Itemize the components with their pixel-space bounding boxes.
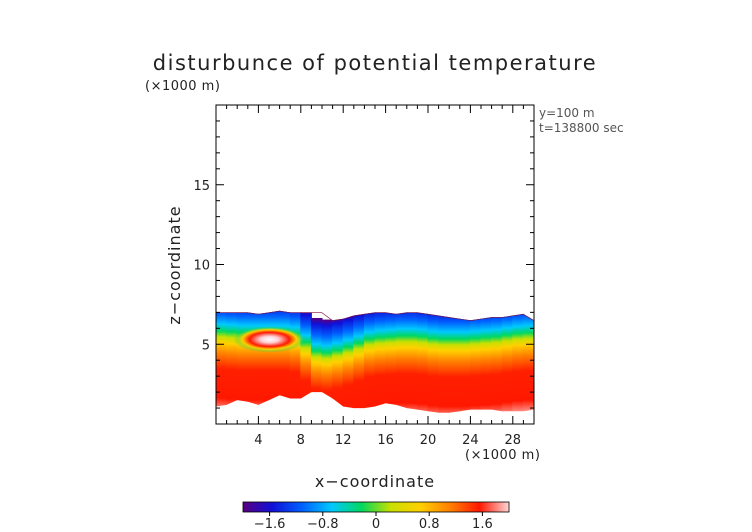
field-strip	[416, 310, 429, 413]
x-tick-label: 4	[254, 433, 262, 448]
field-strip	[512, 310, 524, 413]
colorbar-tick-label: 0.8	[419, 517, 440, 532]
y-tick-label: 15	[193, 179, 210, 194]
colorbar-tick-label: −1.6	[254, 517, 286, 532]
field-strip	[363, 310, 376, 413]
x-tick-label: 20	[420, 433, 437, 448]
field-strip	[300, 310, 312, 413]
y-tick-label: 10	[193, 259, 210, 274]
field-strip	[469, 310, 482, 413]
colorbar	[242, 501, 510, 513]
field-strip	[491, 310, 503, 413]
field-strip	[353, 310, 365, 413]
colorbar-ticks	[269, 512, 483, 516]
colorbar-tick-label: −0.8	[307, 517, 339, 532]
annotation-y: y=100 m	[539, 106, 595, 120]
field-strip	[216, 310, 228, 413]
field-strip	[459, 310, 471, 413]
field-strip	[321, 319, 334, 413]
field-strip	[310, 317, 323, 413]
colorbar-tick-labels: −1.6 −0.8 0 0.8 1.6	[254, 517, 493, 532]
x-tick-label: 8	[297, 433, 305, 448]
field-strip	[438, 310, 450, 413]
x-axis-label: x−coordinate	[315, 472, 435, 491]
y-axis-label: z−coordinate	[165, 205, 184, 324]
field-strip	[332, 317, 344, 413]
field-strip	[501, 310, 514, 413]
annotation-t: t=138800 sec	[539, 121, 624, 135]
field-strip	[406, 310, 418, 413]
field-strip	[385, 310, 397, 413]
field-strip	[226, 310, 238, 413]
field-strip	[448, 310, 461, 413]
chart-title: disturbunce of potential temperature	[153, 51, 597, 75]
field-strip	[395, 310, 408, 413]
field-strip	[247, 310, 259, 413]
x-tick-label: 24	[462, 433, 479, 448]
x-tick-label: 12	[335, 433, 352, 448]
layer-top-outline	[216, 310, 534, 321]
field-strip	[236, 310, 249, 413]
x-tick-label: 28	[505, 433, 522, 448]
axis-ticks	[216, 105, 534, 424]
field-strip	[522, 310, 534, 413]
field-strip	[279, 310, 291, 413]
y-tick-labels: 5 10 15	[193, 179, 210, 354]
x-tick-labels: 4 8 12 16 20 24 28	[254, 433, 521, 448]
field-strip	[480, 310, 493, 413]
field-strip	[268, 310, 281, 413]
temperature-field	[216, 310, 534, 413]
y-tick-label: 5	[202, 338, 210, 353]
field-strip	[289, 310, 302, 413]
field-strip	[257, 310, 270, 413]
x-tick-label: 16	[377, 433, 394, 448]
field-strip	[374, 310, 387, 413]
colorbar-tick-label: 1.6	[472, 517, 493, 532]
field-strip	[427, 310, 440, 413]
colorbar-tick-label: 0	[372, 517, 380, 532]
anomaly-blob	[233, 326, 306, 353]
y-unit-label: (×1000 m)	[145, 79, 220, 94]
field-strip	[342, 313, 355, 413]
x-unit-label: (×1000 m)	[465, 448, 540, 463]
